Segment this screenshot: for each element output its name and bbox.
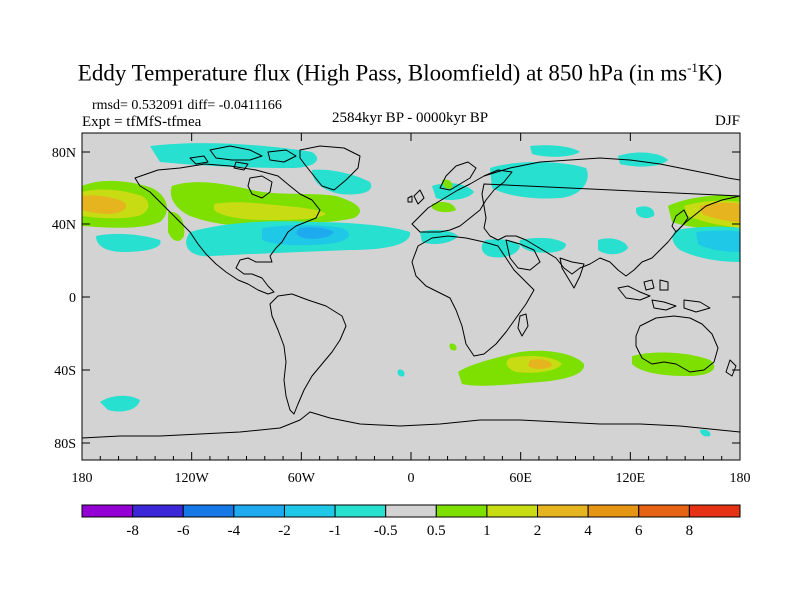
- longitude-axis: 180 120W 60W 0 60E 120E 180: [72, 133, 751, 486]
- colorbar-box: [334, 504, 387, 518]
- colorbar-box: [638, 504, 690, 518]
- coastline-scandinavia: [439, 161, 477, 191]
- colorbar-box: [435, 504, 488, 518]
- negative-region-labrador: [312, 169, 372, 195]
- latitude-tick-label: 0: [69, 291, 76, 306]
- latitude-tick-label: 40N: [52, 218, 76, 233]
- coastline-australia: [635, 315, 719, 373]
- period-label: 2584kyr BP - 0000kyr BP: [331, 110, 489, 126]
- negative-region-arctic-canada: [150, 143, 318, 168]
- coastline-new-zealand: [725, 359, 737, 377]
- latitude-tick-label: 80N: [52, 146, 76, 161]
- latitude-tick-label: 40S: [54, 364, 76, 379]
- colorbar-label: -0.5: [374, 523, 398, 539]
- coastline-india: [559, 257, 585, 289]
- positive-core-north-atlantic: [214, 202, 326, 220]
- colorbar-box: [587, 504, 640, 518]
- colorbar-label: 6: [635, 523, 643, 539]
- longitude-tick-label: 180: [730, 471, 751, 486]
- positive-region-scandinavia: [432, 202, 456, 213]
- longitude-tick-label: 120E: [616, 471, 646, 486]
- map-title-main: Eddy Temperature flux (High Pass, Bloomf…: [77, 60, 688, 86]
- map-title-tail: K): [697, 60, 723, 86]
- negative-region-tibet: [598, 238, 628, 255]
- colorbar-box: [537, 504, 589, 518]
- map-title: Eddy Temperature flux (High Pass, Bloomf…: [0, 60, 800, 87]
- positive-region-australia-south: [632, 352, 715, 376]
- experiment-label: Expt = tfMfS-tfmea: [82, 114, 202, 130]
- positive-max-north-pacific-east: [82, 195, 127, 214]
- latitude-axis: 80N 40N 0 40S 80S: [52, 146, 740, 452]
- colorbar-box: [182, 504, 235, 518]
- season-label: DJF: [714, 113, 740, 129]
- colorbar-label: 8: [686, 523, 694, 539]
- map-title-superscript: -1: [687, 60, 698, 75]
- longitude-tick-label: 60E: [509, 471, 532, 486]
- negative-max-subtropical-atlantic: [296, 227, 334, 239]
- colorbar-box: [486, 504, 539, 518]
- colorbar-label: 1: [483, 523, 491, 539]
- positive-region-south-atlantic-small: [449, 343, 457, 351]
- negative-region-south-atlantic-small: [397, 369, 405, 377]
- negative-region-tasman: [700, 429, 711, 437]
- negative-region-siberia: [490, 162, 588, 199]
- negative-region-arctic-norway: [530, 145, 580, 157]
- coastline-south-america: [269, 293, 347, 415]
- coastline-greenland: [299, 145, 361, 191]
- coastline-british-isles: [407, 189, 425, 205]
- negative-core-west-pacific: [696, 230, 740, 252]
- stats-text: rmsd= 0.532091 diff= -0.0411166: [92, 98, 282, 113]
- coastline-africa: [411, 235, 535, 357]
- longitude-tick-label: 180: [72, 471, 93, 486]
- map-background: [82, 133, 740, 460]
- coastline-asia: [481, 157, 740, 277]
- longitude-tick-label: 120W: [175, 471, 210, 486]
- colorbar-box: [132, 504, 184, 518]
- coastline-north-america: [134, 163, 321, 295]
- coastline-hudson-bay: [247, 175, 273, 199]
- coastline-layer: [82, 145, 740, 439]
- coastline-europe: [411, 169, 513, 233]
- colorbar: -8 -6 -4 -2 -1 -0.5 0.5 1 2 4 6 8: [81, 504, 741, 539]
- colorbar-label: -2: [278, 523, 291, 539]
- coastline-japan: [671, 209, 689, 233]
- colorbar-box: [233, 504, 285, 518]
- map-area: [81, 132, 741, 461]
- coastline-antarctica: [82, 411, 740, 439]
- positive-region-baltic: [442, 179, 453, 189]
- colorbar-label: -8: [126, 523, 139, 539]
- colorbar-label: 2: [534, 523, 542, 539]
- latitude-tick-label: 80S: [54, 437, 76, 452]
- colorbar-label: -6: [177, 523, 190, 539]
- coastline-southeast-asia-islands: [617, 279, 711, 313]
- positive-region-north-america-west: [168, 211, 185, 241]
- flux-field-layer: [82, 143, 740, 437]
- coastline-arctic-islands: [189, 145, 297, 171]
- colorbar-box: [688, 504, 741, 518]
- colorbar-label: -1: [329, 523, 342, 539]
- colorbar-box: [385, 504, 437, 518]
- coastline-madagascar: [517, 313, 529, 337]
- negative-region-south-pacific: [100, 395, 140, 412]
- colorbar-label: 4: [584, 523, 592, 539]
- positive-max-south-indian-ocean: [528, 359, 552, 369]
- colorbar-label: -4: [228, 523, 241, 539]
- negative-region-east-pacific: [96, 233, 161, 252]
- negative-region-east-china-sea: [636, 206, 655, 219]
- positive-max-north-pacific-west: [700, 202, 740, 222]
- colorbar-box: [283, 504, 336, 518]
- longitude-tick-label: 0: [408, 471, 415, 486]
- longitude-tick-label: 60W: [288, 471, 316, 486]
- coastline-arabia: [505, 239, 541, 271]
- colorbar-box: [81, 504, 134, 518]
- colorbar-label: 0.5: [427, 523, 446, 539]
